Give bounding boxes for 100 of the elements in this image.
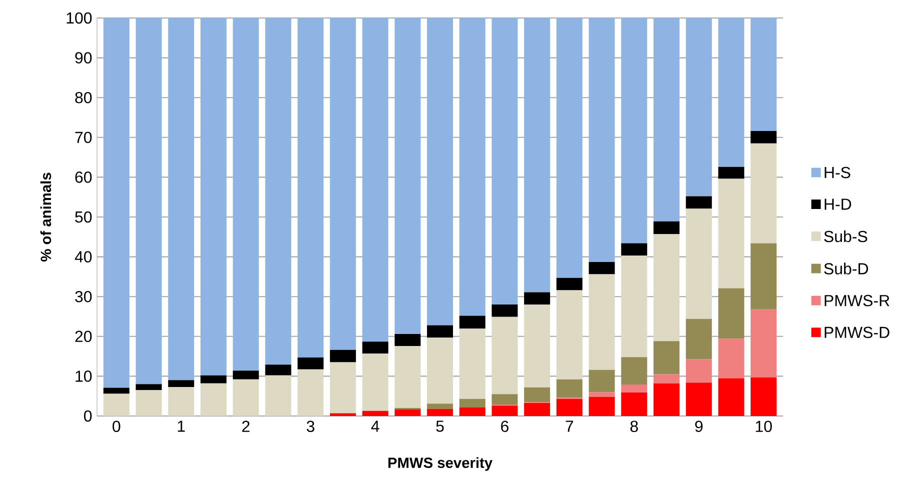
bar xyxy=(427,338,454,404)
bar xyxy=(103,388,130,394)
bar xyxy=(492,316,518,394)
bar xyxy=(265,18,292,365)
bar xyxy=(459,407,486,416)
y-tick-label: 20 xyxy=(75,330,92,342)
bar xyxy=(654,383,680,416)
bar xyxy=(168,386,194,416)
x-tick-label: 5 xyxy=(436,420,444,432)
bar xyxy=(621,243,648,256)
x-tick-label: 4 xyxy=(371,420,380,432)
legend-label: Sub-S xyxy=(824,230,868,242)
bar xyxy=(298,369,324,416)
bar xyxy=(265,375,292,416)
bar xyxy=(394,409,421,416)
bar xyxy=(750,377,777,416)
bar xyxy=(168,380,194,387)
bar xyxy=(718,178,744,288)
bar xyxy=(588,370,615,392)
bar xyxy=(654,18,680,222)
y-tick-label: 10 xyxy=(76,370,92,382)
bar xyxy=(556,18,582,278)
bar xyxy=(654,341,680,374)
y-tick-label: 90 xyxy=(75,52,92,64)
bar xyxy=(394,18,421,334)
bar xyxy=(330,18,356,350)
bar xyxy=(427,18,454,326)
bar xyxy=(394,346,421,408)
legend-label: H-S xyxy=(824,166,850,178)
bar xyxy=(459,18,486,316)
bar xyxy=(427,325,454,338)
bar xyxy=(556,398,582,416)
bar xyxy=(750,131,777,144)
bar xyxy=(298,357,324,370)
x-tick-label: 0 xyxy=(112,420,120,432)
bar xyxy=(718,166,744,179)
y-tick-label: 80 xyxy=(75,92,92,104)
x-tick-label: 7 xyxy=(566,420,574,432)
bar xyxy=(686,382,712,416)
bar xyxy=(718,288,744,339)
bar xyxy=(686,318,712,360)
y-tick-label: 70 xyxy=(75,132,92,144)
bar xyxy=(588,262,615,274)
bar xyxy=(492,406,518,416)
bar xyxy=(621,392,648,416)
bar xyxy=(686,196,712,209)
bar xyxy=(136,18,162,384)
bar xyxy=(588,274,615,370)
bar xyxy=(362,410,388,416)
bar xyxy=(200,375,226,384)
bar xyxy=(588,392,615,397)
x-tick-label: 8 xyxy=(630,420,638,432)
y-axis-title: % of animals xyxy=(40,172,52,262)
bar xyxy=(588,396,615,416)
bar xyxy=(654,234,680,342)
bar xyxy=(750,309,777,378)
bar xyxy=(298,18,324,358)
bar xyxy=(588,18,615,262)
bar xyxy=(524,18,550,292)
bar xyxy=(718,378,744,416)
bar xyxy=(459,398,486,408)
x-tick-label: 6 xyxy=(501,420,508,432)
bar xyxy=(556,379,582,398)
bar xyxy=(459,328,486,399)
bar xyxy=(459,316,486,328)
y-tick-label: 30 xyxy=(75,290,92,302)
bar xyxy=(103,18,130,388)
x-tick-label: 9 xyxy=(695,420,703,432)
bar xyxy=(621,357,648,385)
bar xyxy=(718,338,744,378)
x-tick-label: 10 xyxy=(756,420,772,432)
bar xyxy=(362,354,388,411)
bar xyxy=(394,334,421,346)
y-tick-label: 50 xyxy=(75,211,92,223)
bar xyxy=(750,18,777,132)
bar xyxy=(686,18,712,196)
bar xyxy=(621,384,648,393)
bar xyxy=(524,387,550,402)
legend-label: PMWS-D xyxy=(824,326,890,338)
bar xyxy=(524,402,550,416)
bar xyxy=(232,379,259,416)
bar xyxy=(621,18,648,244)
x-axis-title: PMWS severity xyxy=(388,457,492,471)
bar xyxy=(103,394,130,416)
legend-label: PMWS-R xyxy=(824,294,890,306)
legend-label: Sub-D xyxy=(824,262,868,274)
bar xyxy=(654,374,680,384)
bar xyxy=(492,18,518,305)
bar xyxy=(232,18,259,371)
bar xyxy=(362,342,388,354)
bar xyxy=(427,404,454,409)
x-tick-label: 1 xyxy=(178,420,185,432)
bar xyxy=(330,362,356,414)
y-tick-label: 0 xyxy=(84,410,92,422)
bar xyxy=(524,304,550,388)
bar xyxy=(718,18,744,167)
bar xyxy=(200,18,226,376)
legend-label: H-D xyxy=(824,198,852,210)
bar xyxy=(686,359,712,383)
bar xyxy=(168,18,194,380)
